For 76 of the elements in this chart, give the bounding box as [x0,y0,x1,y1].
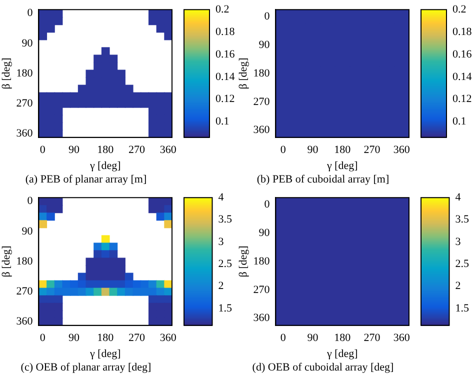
color-bar-label: 2 [455,280,461,292]
y-tick-label: 0 [264,10,270,23]
color-bar-label: 0.14 [452,70,472,83]
color-bar-label: 2 [218,280,224,292]
x-tick-label: 0 [40,144,46,156]
y-tick-label: 90 [258,226,270,239]
color-bar-label: 0.14 [216,70,236,83]
color-bar-label: 0.18 [216,26,236,38]
x-tick-label: 0 [40,332,46,344]
x-axis-title: γ [deg] [326,160,358,172]
x-tick-label: 180 [334,144,352,156]
color-bar-label: 2.5 [218,258,232,270]
color-bar-label: 0.1 [216,116,230,128]
y-tick-label: 360 [16,128,34,140]
color-bar-label: 0.18 [452,26,472,38]
y-tick-label: 90 [22,225,34,238]
x-tick-label: 360 [160,332,177,344]
color-bar-label: 3 [455,236,462,248]
color-bar-label: 4 [455,191,462,204]
text: (b) PEB of cuboidal array [m] [256,173,390,186]
x-tick-label: 90 [307,144,319,156]
text: (d) OEB of cuboidal array [deg] [252,361,394,374]
color-bar-label: 4 [218,191,224,204]
x-tick-label: 360 [160,144,177,156]
color-bar-label: 1.5 [218,302,232,314]
x-axis-title: γ [deg] [326,348,358,360]
text: (a) PEB of planar array [m] [25,173,147,186]
y-tick-label: 360 [253,124,270,136]
y-tick-label: 180 [253,67,270,80]
x-tick-label: 90 [68,332,80,344]
color-bar-label: 0.1 [452,116,466,128]
text: (c) OEB of planar array [deg] [20,361,152,374]
y-axis-title: β [deg] [237,58,250,90]
x-tick-label: 0 [280,144,286,156]
y-tick-label: 0 [264,198,270,211]
y-tick-label: 270 [253,284,270,296]
x-tick-label: 180 [97,332,114,344]
y-tick-label: 180 [253,255,270,268]
y-tick-label: 270 [253,96,270,108]
x-tick-label: 180 [334,332,352,344]
color-bar-label: 3.5 [455,214,470,226]
y-tick-label: 270 [16,285,34,298]
x-tick-label: 270 [128,144,146,156]
y-axis-title: β [deg] [237,246,250,278]
x-tick-label: 0 [280,332,286,344]
y-tick-label: 180 [16,67,34,80]
y-tick-label: 180 [16,255,34,268]
y-tick-label: 360 [16,316,34,328]
color-bar-label: 0.2 [452,3,466,16]
x-axis-title: γ [deg] [88,160,121,172]
y-tick-label: 0 [27,7,34,20]
x-tick-label: 180 [97,144,114,156]
x-axis-title: γ [deg] [88,348,121,360]
x-tick-label: 360 [393,144,410,156]
color-bar-label: 0.16 [216,48,236,60]
x-tick-label: 90 [68,144,80,156]
y-tick-label: 0 [27,195,34,208]
color-bar-label: 0.2 [216,3,230,16]
color-bar-label: 0.12 [452,93,472,106]
color-bar-label: 3.5 [218,214,232,226]
y-tick-label: 270 [16,97,34,110]
y-tick-label: 360 [253,312,270,324]
y-tick-label: 90 [22,37,34,50]
color-bar-label: 1.5 [455,302,470,314]
color-bar-label: 2.5 [455,258,470,270]
y-tick-label: 90 [258,38,270,51]
color-bar-label: 0.16 [452,48,472,60]
color-bar-label: 0.12 [216,93,235,106]
y-axis-title: β [deg] [0,58,12,90]
x-tick-label: 90 [307,332,319,344]
x-tick-label: 270 [128,332,146,344]
x-tick-label: 270 [364,144,381,156]
x-tick-label: 270 [364,332,381,344]
y-axis-title: β [deg] [0,246,12,278]
x-tick-label: 360 [393,332,410,344]
color-bar-label: 3 [218,236,224,248]
